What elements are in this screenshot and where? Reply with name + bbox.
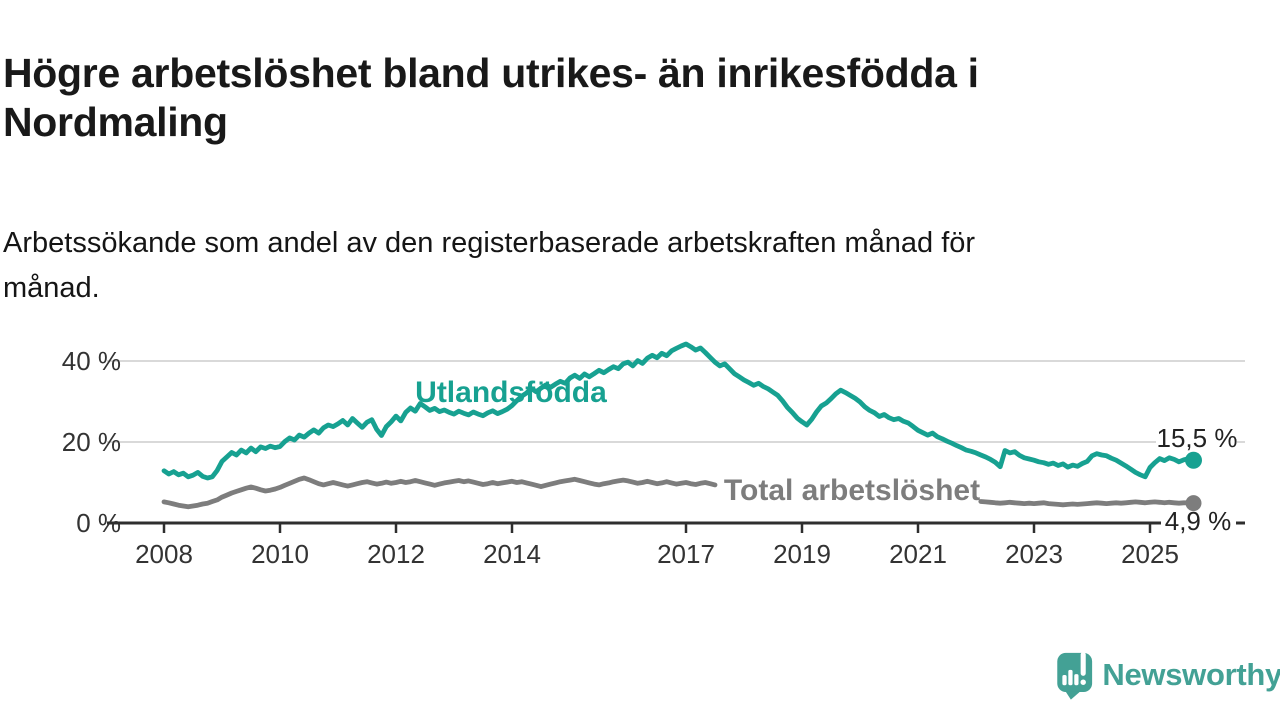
- newsworthy-wordmark: Newsworthy: [1102, 657, 1280, 692]
- value-label-plate: [1161, 508, 1236, 535]
- series-label-total: Total arbetslöshet: [724, 474, 980, 507]
- x-tick-label: 2010: [251, 539, 309, 569]
- x-tick-label: 2017: [657, 539, 715, 569]
- line-utlandsfodda: [161, 341, 1196, 481]
- line-total-arbetsloshet: [161, 475, 718, 510]
- chart-subtitle: Arbetssökande som andel av den registerb…: [3, 227, 976, 304]
- page-title: Högre arbetslöshet bland utrikes- än inr…: [3, 50, 979, 146]
- x-tick-label: 2012: [367, 539, 425, 569]
- line-chart: 0 %20 %40 %2008 2010 2012 2014 2017 2019 2021 2…: [62, 341, 1245, 569]
- series-label-utlandsfodda: Utlandsfödda: [415, 376, 607, 409]
- x-tick-label: 2021: [889, 539, 947, 569]
- end-dot-utlandsfodda: [1185, 451, 1202, 469]
- end-dot-total: [1185, 495, 1202, 512]
- value-label-total: 4,9 %: [1165, 506, 1232, 536]
- value-label-plate: [1156, 425, 1237, 452]
- x-tick-label: 2023: [1005, 539, 1063, 569]
- newsworthy-logo: Newsworthy: [1056, 645, 1280, 705]
- y-tick-label: 20 %: [62, 427, 121, 457]
- value-label-utlandsfodda: 15,5 %: [1157, 423, 1238, 453]
- newsworthy-bubble-icon: [1057, 652, 1093, 700]
- x-tick-label: 2008: [135, 539, 193, 569]
- line-total-arbetsloshet: [978, 499, 1196, 508]
- y-tick-label: 40 %: [62, 346, 121, 376]
- x-tick-label: 2019: [773, 539, 831, 569]
- x-tick-label: 2025: [1121, 539, 1179, 569]
- x-tick-label: 2014: [483, 539, 541, 569]
